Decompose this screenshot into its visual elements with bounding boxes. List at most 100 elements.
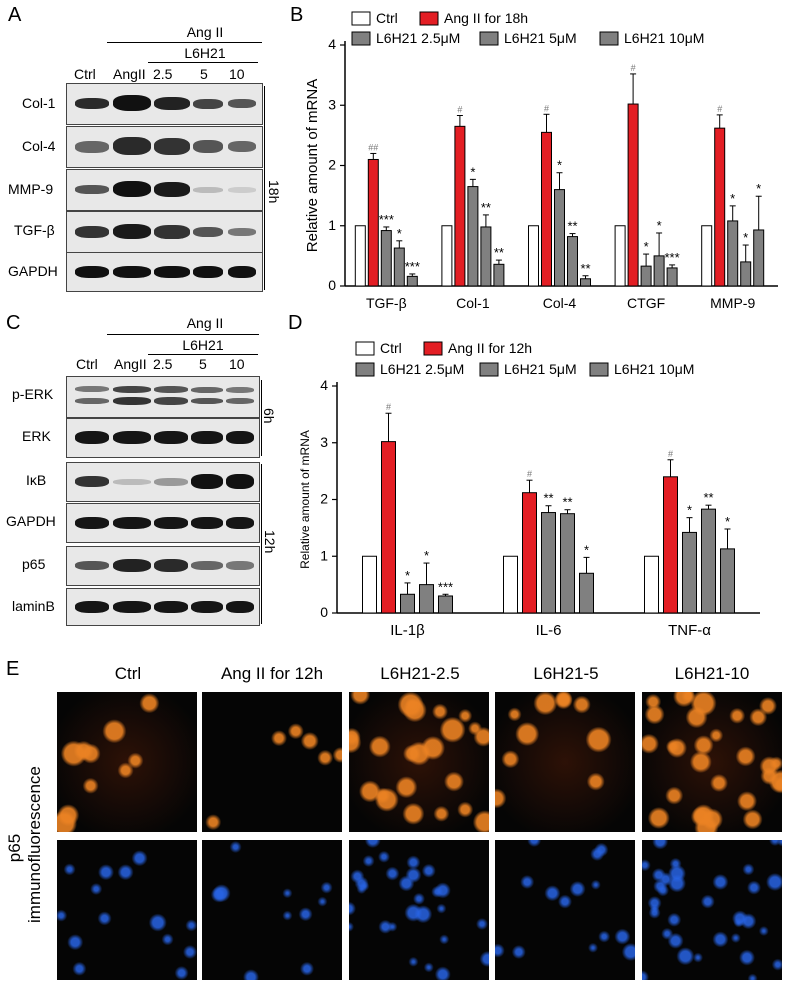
- panel-a-treatment: Ang II: [186, 24, 224, 40]
- sig-mark-IL-1β-4: ***: [438, 579, 453, 594]
- y-tick-label-2: 2: [320, 491, 328, 507]
- panel-c-row-p65: p65: [22, 556, 46, 572]
- x-tick-label-0: TGF-β: [366, 295, 407, 311]
- panel-a-drug: L6H21: [184, 45, 226, 61]
- panel-e-row-label-line2: immunofluorescence: [25, 766, 44, 923]
- legend-label-4: L6H21 10μM: [624, 30, 704, 46]
- bar-MMP-9-3: [740, 261, 752, 287]
- panel-a-row-tgfb: TGF-β: [14, 222, 55, 238]
- sig-mark-IL-1β-1: #: [386, 402, 391, 412]
- panel-c-treatment-line: [107, 334, 259, 335]
- y-tick-label-1: 1: [320, 547, 328, 563]
- bar-Col-4-1: [541, 131, 552, 287]
- legend-swatch-4: [589, 362, 609, 377]
- sig-mark-Col-4-1: #: [544, 103, 549, 113]
- panel-e-col-ctrl: Ctrl: [114, 664, 142, 683]
- sig-mark-IL-6-4: *: [584, 542, 589, 557]
- panel-c-lane-2-5: 2.5: [153, 356, 173, 372]
- sig-mark-CTGF-1: #: [631, 63, 636, 73]
- blot-perk: [66, 376, 260, 418]
- panel-label-a: A: [8, 4, 22, 26]
- panel-a-time-bracket: [264, 86, 265, 290]
- sig-mark-IL-6-3: **: [562, 495, 572, 510]
- bar-Col-1-0: [441, 225, 453, 287]
- sig-mark-CTGF-2: *: [644, 239, 649, 254]
- micrograph-red-2: [349, 692, 489, 832]
- sig-mark-TNF-α-3: **: [703, 490, 713, 505]
- panel-a-row-col4: Col-4: [22, 138, 56, 154]
- blot-laminb: [66, 588, 260, 626]
- bar-Col-4-2: [554, 189, 565, 287]
- panel-c-row-erk: ERK: [22, 428, 51, 444]
- panel-label-e: E: [6, 658, 20, 680]
- bar-CTGF-0: [614, 225, 626, 287]
- legend-swatch-1: [419, 11, 439, 26]
- bar-TNF-α-0: [644, 555, 659, 614]
- blot-col4: [66, 126, 263, 168]
- legend-label-3: L6H21 5μM: [504, 361, 577, 377]
- bar-IL-1β-2: [400, 593, 415, 614]
- panel-a-lane-5: 5: [200, 66, 208, 82]
- bar-IL-1β-1: [381, 441, 396, 614]
- micrograph-blue-3: [495, 840, 635, 980]
- bar-CTGF-2: [640, 265, 652, 287]
- panel-a-time: 18h: [266, 180, 282, 204]
- panel-e-col-angii: Ang II for 12h: [220, 664, 324, 683]
- panel-a-row-gapdh: GAPDH: [8, 263, 58, 279]
- bar-IL-6-0: [503, 555, 518, 614]
- micrograph-blue-2: [349, 840, 489, 980]
- y-tick-label-0: 0: [320, 604, 328, 620]
- panel-label-c: C: [6, 312, 21, 334]
- bar-IL-1β-4: [438, 595, 453, 614]
- bar-IL-6-1: [522, 492, 537, 614]
- panel-c-lane-ctrl: Ctrl: [76, 356, 98, 372]
- blot-ikb: [66, 462, 260, 502]
- blot-gapdh-a: [66, 252, 263, 292]
- micrograph-blue-4: [642, 840, 782, 980]
- sig-mark-TNF-α-2: *: [687, 503, 692, 518]
- panel-c-lane-5: 5: [199, 356, 207, 372]
- panel-e-col-l6h21-2-5: L6H21-2.5: [380, 664, 460, 683]
- y-tick-label-3: 3: [320, 434, 328, 450]
- panel-c-lane-10: 10: [229, 356, 245, 372]
- bar-CTGF-4: [666, 267, 678, 287]
- bar-Col-4-4: [580, 278, 591, 287]
- bar-IL-6-3: [560, 513, 575, 614]
- y-axis-label: Relative amount of mRNA: [304, 79, 321, 252]
- panel-e-row-label: p65 immunofluorescence: [0, 700, 50, 984]
- legend-label-4: L6H21 10μM: [614, 361, 694, 377]
- bar-CTGF-3: [653, 255, 665, 287]
- x-tick-label-4: MMP-9: [710, 295, 755, 311]
- panel-c-drug-line: [148, 354, 258, 355]
- micrograph-blue-1: [202, 840, 342, 980]
- bar-IL-6-4: [579, 572, 594, 614]
- y-tick-label-4: 4: [328, 36, 336, 52]
- bar-Col-1-3: [480, 226, 492, 287]
- panel-c-time-6h: 6h: [261, 408, 277, 424]
- bar-Col-4-3: [567, 236, 578, 287]
- bar-TGF-β-2: [380, 230, 392, 287]
- bar-MMP-9-2: [727, 220, 739, 287]
- panel-a-treatment-line: [107, 42, 262, 43]
- sig-mark-IL-1β-2: *: [405, 568, 410, 583]
- bar-Col-1-1: [454, 125, 466, 287]
- sig-mark-IL-6-2: **: [543, 491, 553, 506]
- blot-col1: [66, 83, 263, 125]
- y-tick-label-2: 2: [328, 157, 336, 173]
- bar-IL-1β-0: [362, 555, 377, 614]
- legend-label-2: L6H21 2.5μM: [376, 30, 460, 46]
- legend-label-0: Ctrl: [376, 10, 398, 26]
- sig-mark-CTGF-4: ***: [665, 250, 680, 265]
- legend-swatch-2: [355, 362, 375, 377]
- y-tick-label-3: 3: [328, 96, 336, 112]
- blot-mmp9: [66, 169, 263, 211]
- panel-a-row-col1: Col-1: [22, 95, 56, 111]
- bar-Col-1-4: [493, 263, 505, 287]
- blot-erk: [66, 418, 260, 458]
- bar-Col-4-0: [528, 225, 539, 287]
- panel-label-d: D: [288, 312, 303, 334]
- panel-a-lane-ctrl: Ctrl: [74, 66, 96, 82]
- panel-e-col-l6h21-5: L6H21-5: [533, 664, 599, 683]
